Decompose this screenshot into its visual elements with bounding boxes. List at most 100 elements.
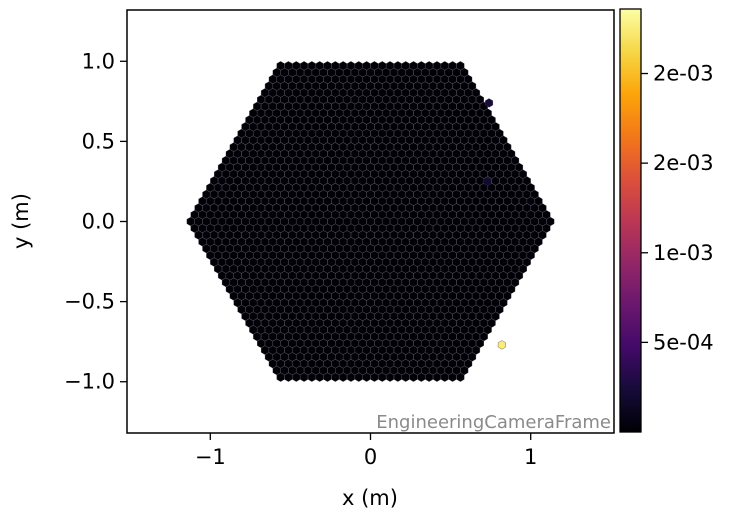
camera-pixel xyxy=(343,108,352,118)
camera-pixel xyxy=(331,237,340,247)
camera-pixel xyxy=(331,264,340,274)
camera-pixel xyxy=(378,142,387,152)
camera-pixel xyxy=(370,115,379,125)
camera-pixel xyxy=(307,223,316,233)
camera-pixel xyxy=(366,67,375,78)
camera-pixel xyxy=(452,216,461,227)
camera-pixel xyxy=(456,372,465,382)
camera-pixel xyxy=(264,216,273,227)
camera-pixel xyxy=(350,149,359,159)
camera-pixel xyxy=(472,250,481,260)
camera-pixel xyxy=(300,237,309,247)
camera-pixel xyxy=(452,352,461,362)
camera-pixel xyxy=(378,318,387,328)
camera-pixel xyxy=(456,359,465,369)
camera-pixel xyxy=(425,291,434,301)
camera-pixel xyxy=(386,128,395,139)
camera-pixel xyxy=(206,183,215,193)
camera-pixel xyxy=(253,101,262,111)
camera-pixel xyxy=(331,74,340,84)
camera-pixel xyxy=(311,149,320,159)
camera-pixel xyxy=(249,298,258,308)
camera-pixel xyxy=(354,250,363,260)
camera-pixel xyxy=(405,189,414,199)
camera-pixel xyxy=(264,257,273,267)
camera-pixel xyxy=(448,264,457,274)
camera-pixel xyxy=(339,196,348,206)
camera-pixel xyxy=(378,250,387,260)
camera-pixel xyxy=(432,332,441,342)
camera-pixel xyxy=(507,244,516,254)
y-tick-label: 0.0 xyxy=(82,210,115,234)
camera-pixel xyxy=(405,311,414,321)
camera-pixel xyxy=(217,230,226,240)
camera-pixel xyxy=(401,264,410,274)
camera-pixel xyxy=(409,128,418,139)
camera-pixel xyxy=(456,115,465,125)
camera-pixel xyxy=(311,365,320,376)
camera-pixel xyxy=(358,81,367,91)
camera-pixel xyxy=(397,189,406,199)
camera-pixel xyxy=(429,325,438,335)
camera-pixel xyxy=(413,271,422,281)
camera-pixel xyxy=(393,61,402,71)
camera-pixel xyxy=(448,318,457,328)
camera-pixel xyxy=(335,135,344,145)
camera-pixel xyxy=(491,189,500,199)
camera-pixel xyxy=(237,291,246,301)
camera-pixel xyxy=(417,277,426,288)
camera-pixel xyxy=(264,189,273,199)
camera-pixel xyxy=(346,291,355,301)
camera-pixel xyxy=(354,155,363,166)
camera-pixel xyxy=(444,325,453,335)
camera-pixel xyxy=(429,203,438,213)
camera-pixel xyxy=(464,155,473,166)
camera-pixel xyxy=(472,88,481,98)
camera-pixel xyxy=(393,169,402,179)
camera-pixel xyxy=(382,95,391,105)
camera-pixel xyxy=(440,169,449,179)
camera-pixel xyxy=(432,196,441,206)
camera-pixel xyxy=(413,162,422,172)
camera-pixel xyxy=(343,365,352,376)
camera-pixel xyxy=(522,216,531,227)
camera-pixel xyxy=(389,162,398,172)
camera-pixel xyxy=(436,135,445,145)
camera-pixel xyxy=(464,304,473,315)
camera-pixel xyxy=(268,142,277,152)
camera-pixel xyxy=(339,61,348,71)
camera-pixel xyxy=(448,101,457,111)
camera-pixel xyxy=(370,183,379,193)
camera-pixel xyxy=(507,271,516,281)
camera-pixel xyxy=(507,257,516,267)
camera-pixel xyxy=(487,318,496,328)
camera-pixel xyxy=(456,223,465,233)
camera-pixel xyxy=(335,203,344,213)
camera-pixel xyxy=(276,196,285,206)
camera-pixel xyxy=(245,277,254,288)
camera-pixel xyxy=(460,216,469,227)
camera-pixel xyxy=(460,189,469,199)
camera-pixel xyxy=(522,176,531,186)
camera-pixel xyxy=(370,169,379,179)
camera-pixel xyxy=(241,203,250,213)
camera-pixel xyxy=(245,250,254,260)
camera-pixel xyxy=(475,311,484,321)
camera-pixel xyxy=(323,318,332,328)
camera-pixel xyxy=(464,332,473,342)
camera-pixel xyxy=(249,311,258,321)
camera-pixel xyxy=(272,149,281,159)
camera-pixel xyxy=(456,88,465,98)
camera-pixel xyxy=(276,291,285,301)
camera-pixel xyxy=(323,101,332,111)
camera-pixel xyxy=(260,169,269,179)
camera-pixel xyxy=(456,277,465,288)
camera-pixel xyxy=(303,162,312,172)
camera-pixel xyxy=(436,284,445,294)
camera-pixel xyxy=(413,352,422,362)
camera-pixel xyxy=(409,264,418,274)
camera-pixel xyxy=(288,257,297,267)
camera-pixel xyxy=(249,284,258,294)
camera-pixel xyxy=(413,108,422,118)
